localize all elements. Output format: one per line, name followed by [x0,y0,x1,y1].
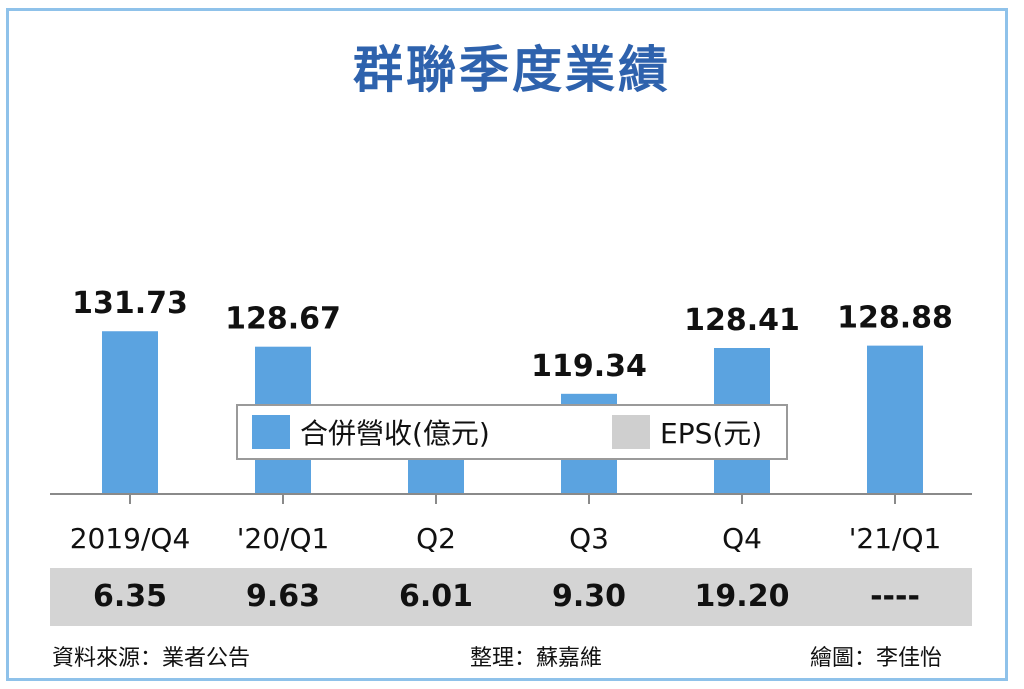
bar-value-label: 128.41 [684,303,800,338]
legend-swatch-revenue [252,415,290,449]
legend-label-revenue: 合併營收(億元) [300,417,490,450]
legend: 合併營收(億元) EPS(元) [236,404,788,460]
eps-value: ---- [870,579,920,614]
revenue-bar [102,331,158,494]
x-tick-label: Q4 [722,522,762,555]
legend-label-eps: EPS(元) [660,417,763,450]
x-axis-tick-labels: 2019/Q4 '20/Q1 Q2 Q3 Q4 '21/Q1 [70,522,942,555]
chart-title: 群聯季度業績 [353,41,671,99]
x-tick-label: '20/Q1 [237,522,330,555]
eps-value: 6.35 [92,579,168,614]
eps-value: 9.30 [551,579,627,614]
x-tick-label: 2019/Q4 [70,522,191,555]
eps-value: 19.20 [694,579,790,614]
bar-value-label: 128.88 [837,301,953,336]
footer-illustrator: 繪圖：李佳怡 [810,646,943,671]
legend-swatch-eps [612,415,650,449]
x-axis-tick-marks [129,494,896,504]
bar-value-label: 119.34 [531,349,647,384]
eps-band [50,568,972,626]
legend-item-revenue: 合併營收(億元) [252,406,490,458]
revenue-bar [867,345,923,494]
x-tick-label: Q2 [416,522,456,555]
x-tick-label: '21/Q1 [849,522,942,555]
bar-value-label: 131.73 [72,286,188,321]
eps-value: 9.63 [245,579,321,614]
eps-value: 6.01 [398,579,474,614]
x-tick-label: Q3 [569,522,609,555]
footer-editor: 整理：蘇嘉維 [470,646,603,671]
legend-item-eps: EPS(元) [612,406,762,458]
footer-source: 資料來源：業者公告 [52,646,251,671]
bar-value-label: 128.67 [225,302,341,337]
